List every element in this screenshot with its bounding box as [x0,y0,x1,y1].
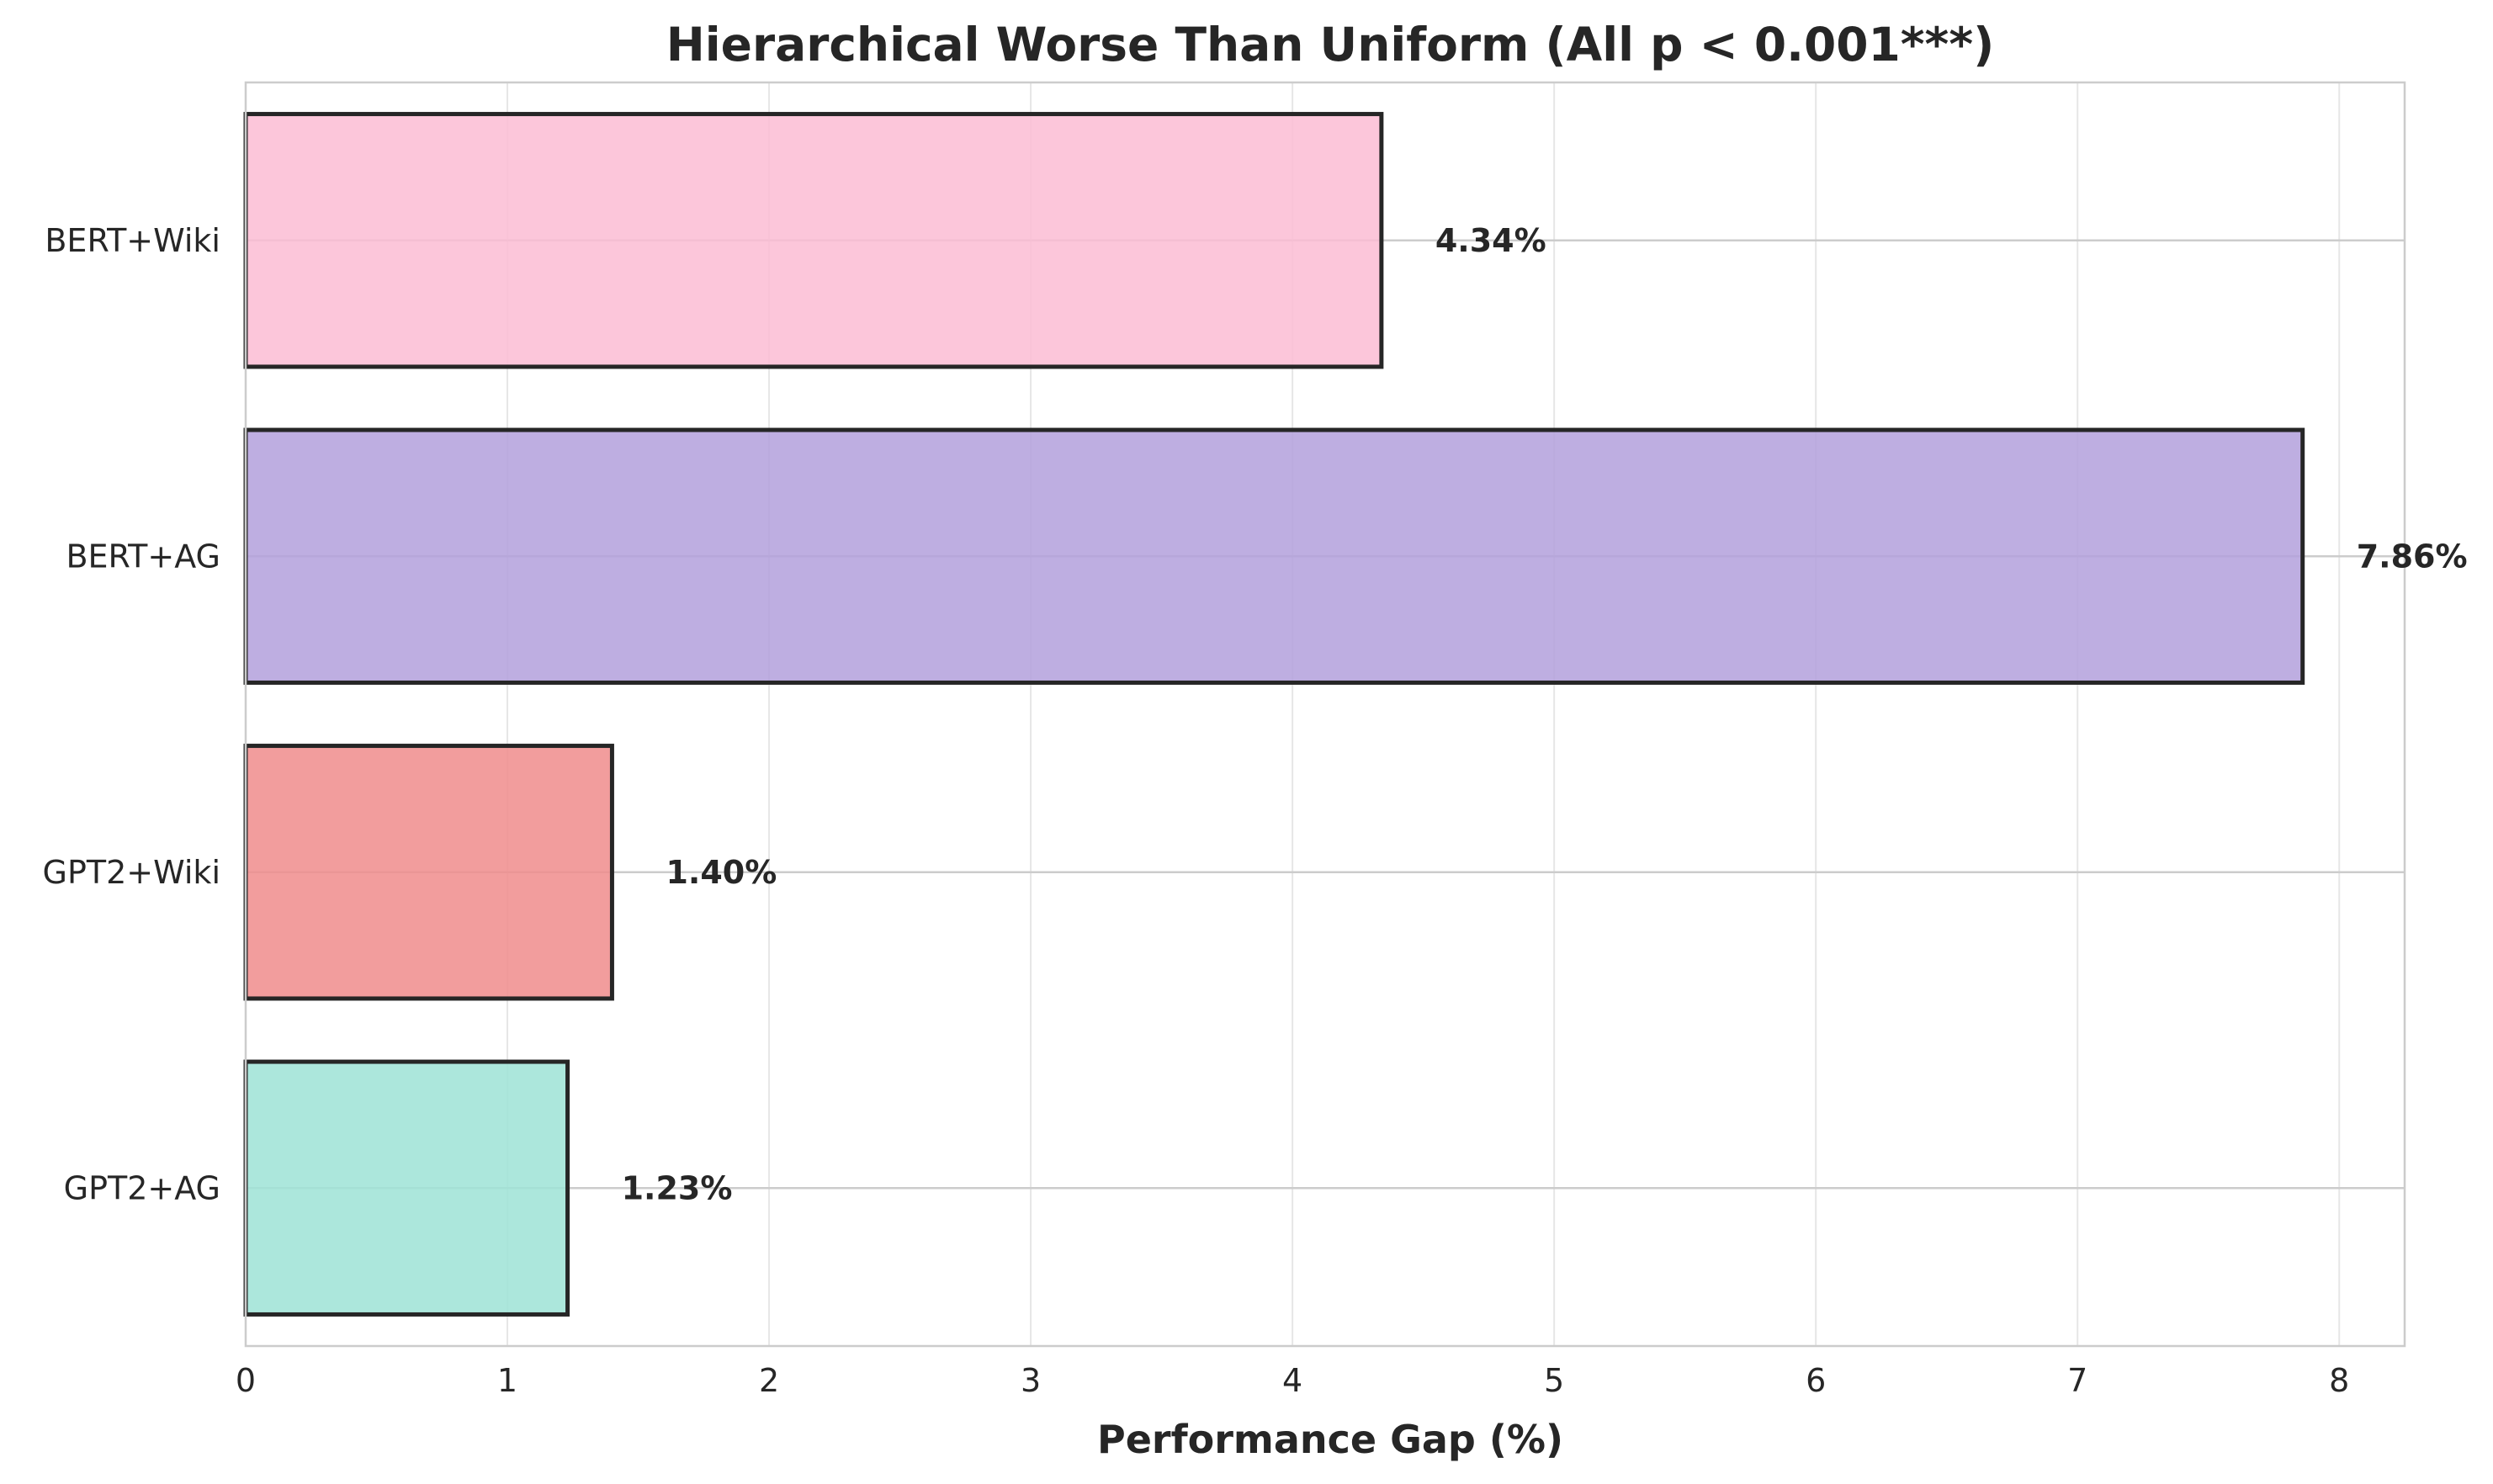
data-label: 7.86% [2357,538,2468,575]
x-tick-label: 1 [497,1362,517,1399]
chart-title: Hierarchical Worse Than Uniform (All p <… [666,18,1994,72]
y-tick-label: GPT2+Wiki [43,854,220,891]
bar [243,744,614,1001]
x-tick-label: 6 [1806,1362,1826,1399]
x-axis-ticks: 0 1 2 3 4 5 6 7 8 [236,1362,2349,1399]
data-label: 1.40% [666,854,777,891]
plot-frame [244,81,2406,1348]
plot-border [244,81,2406,1348]
x-tick-label: 2 [759,1362,779,1399]
x-tick-label: 5 [1544,1362,1564,1399]
y-tick-label: GPT2+AG [64,1169,220,1206]
bars [243,112,2305,1317]
x-tick-label: 4 [1282,1362,1302,1399]
data-label: 4.34% [1435,222,1546,259]
y-axis-ticks: BERT+Wiki BERT+AG GPT2+Wiki GPT2+AG [43,222,220,1207]
x-tick-label: 3 [1021,1362,1041,1399]
data-labels: 4.34% 7.86% 1.40% 1.23% [622,222,2468,1207]
bar [243,427,2305,685]
x-tick-label: 7 [2067,1362,2087,1399]
x-axis-label: Performance Gap (%) [1097,1417,1563,1462]
x-tick-label: 0 [236,1362,256,1399]
bar [243,112,1384,369]
data-label: 1.23% [622,1169,733,1206]
x-tick-label: 8 [2329,1362,2349,1399]
y-tick-label: BERT+AG [66,538,220,575]
y-tick-label: BERT+Wiki [45,222,220,259]
bar [243,1059,570,1317]
